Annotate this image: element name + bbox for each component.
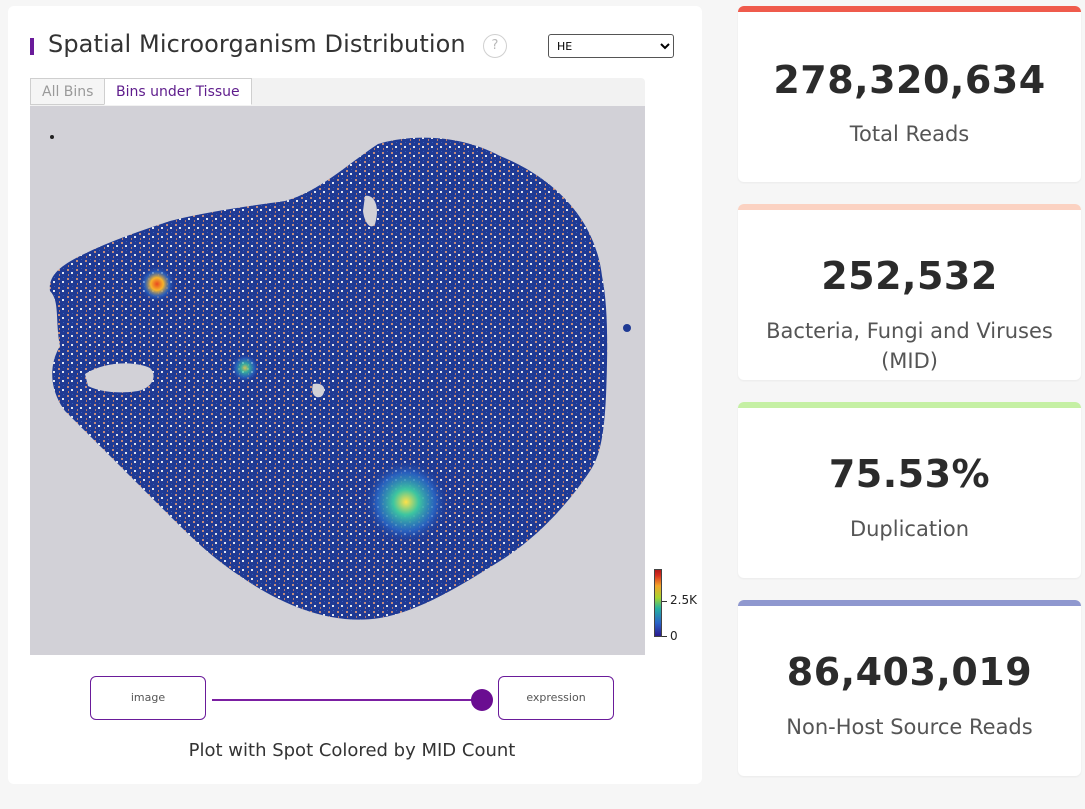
colorbar-tick-low: [662, 636, 667, 637]
plot-caption: Plot with Spot Colored by MID Count: [188, 740, 516, 761]
colorbar-label-low: 0: [670, 629, 678, 643]
stain-select[interactable]: HE: [548, 34, 674, 58]
mode-slider-thumb[interactable]: [471, 689, 493, 711]
stat-label: Non-Host Source Reads: [786, 715, 1033, 739]
stat-label: Duplication: [849, 517, 970, 541]
stat-value: 86,403,019: [786, 650, 1033, 694]
stat-value: 75.53%: [828, 452, 991, 496]
stat-value: 278,320,634: [773, 58, 1046, 102]
colorbar-tick-high: [662, 601, 667, 602]
stat-accent-bar: [738, 402, 1081, 408]
stat-card-mid: 252,532 Bacteria, Fungi and Viruses (MID…: [738, 204, 1081, 380]
stat-accent-bar: [738, 204, 1081, 210]
stat-card-duplication: 75.53% Duplication: [738, 402, 1081, 578]
expression-mode-button[interactable]: expression: [498, 676, 614, 720]
tab-bins-under-tissue[interactable]: Bins under Tissue: [104, 78, 252, 105]
question-circle-icon[interactable]: ?: [483, 34, 507, 58]
stat-accent-bar: [738, 6, 1081, 12]
tab-all-bins[interactable]: All Bins: [30, 78, 106, 105]
stat-label: Total Reads: [849, 122, 970, 146]
stat-label: Bacteria, Fungi and Viruses (MID): [766, 319, 1053, 373]
panel-title: Spatial Microorganism Distribution: [48, 30, 466, 58]
stat-accent-bar: [738, 600, 1081, 606]
mode-slider-track[interactable]: [212, 699, 482, 701]
bin-tabs: All Bins Bins under Tissue: [30, 78, 645, 106]
tissue-image: [49, 135, 631, 620]
stat-value: 252,532: [821, 254, 998, 298]
color-scale-bar: [654, 569, 662, 637]
colorbar-label-high: 2.5K: [670, 593, 697, 607]
spatial-heatmap-plot[interactable]: [30, 106, 645, 655]
stat-card-total-reads: 278,320,634 Total Reads: [738, 6, 1081, 182]
image-mode-button[interactable]: image: [90, 676, 206, 720]
stat-card-non-host-reads: 86,403,019 Non-Host Source Reads: [738, 600, 1081, 776]
title-accent-bar: [30, 38, 34, 55]
